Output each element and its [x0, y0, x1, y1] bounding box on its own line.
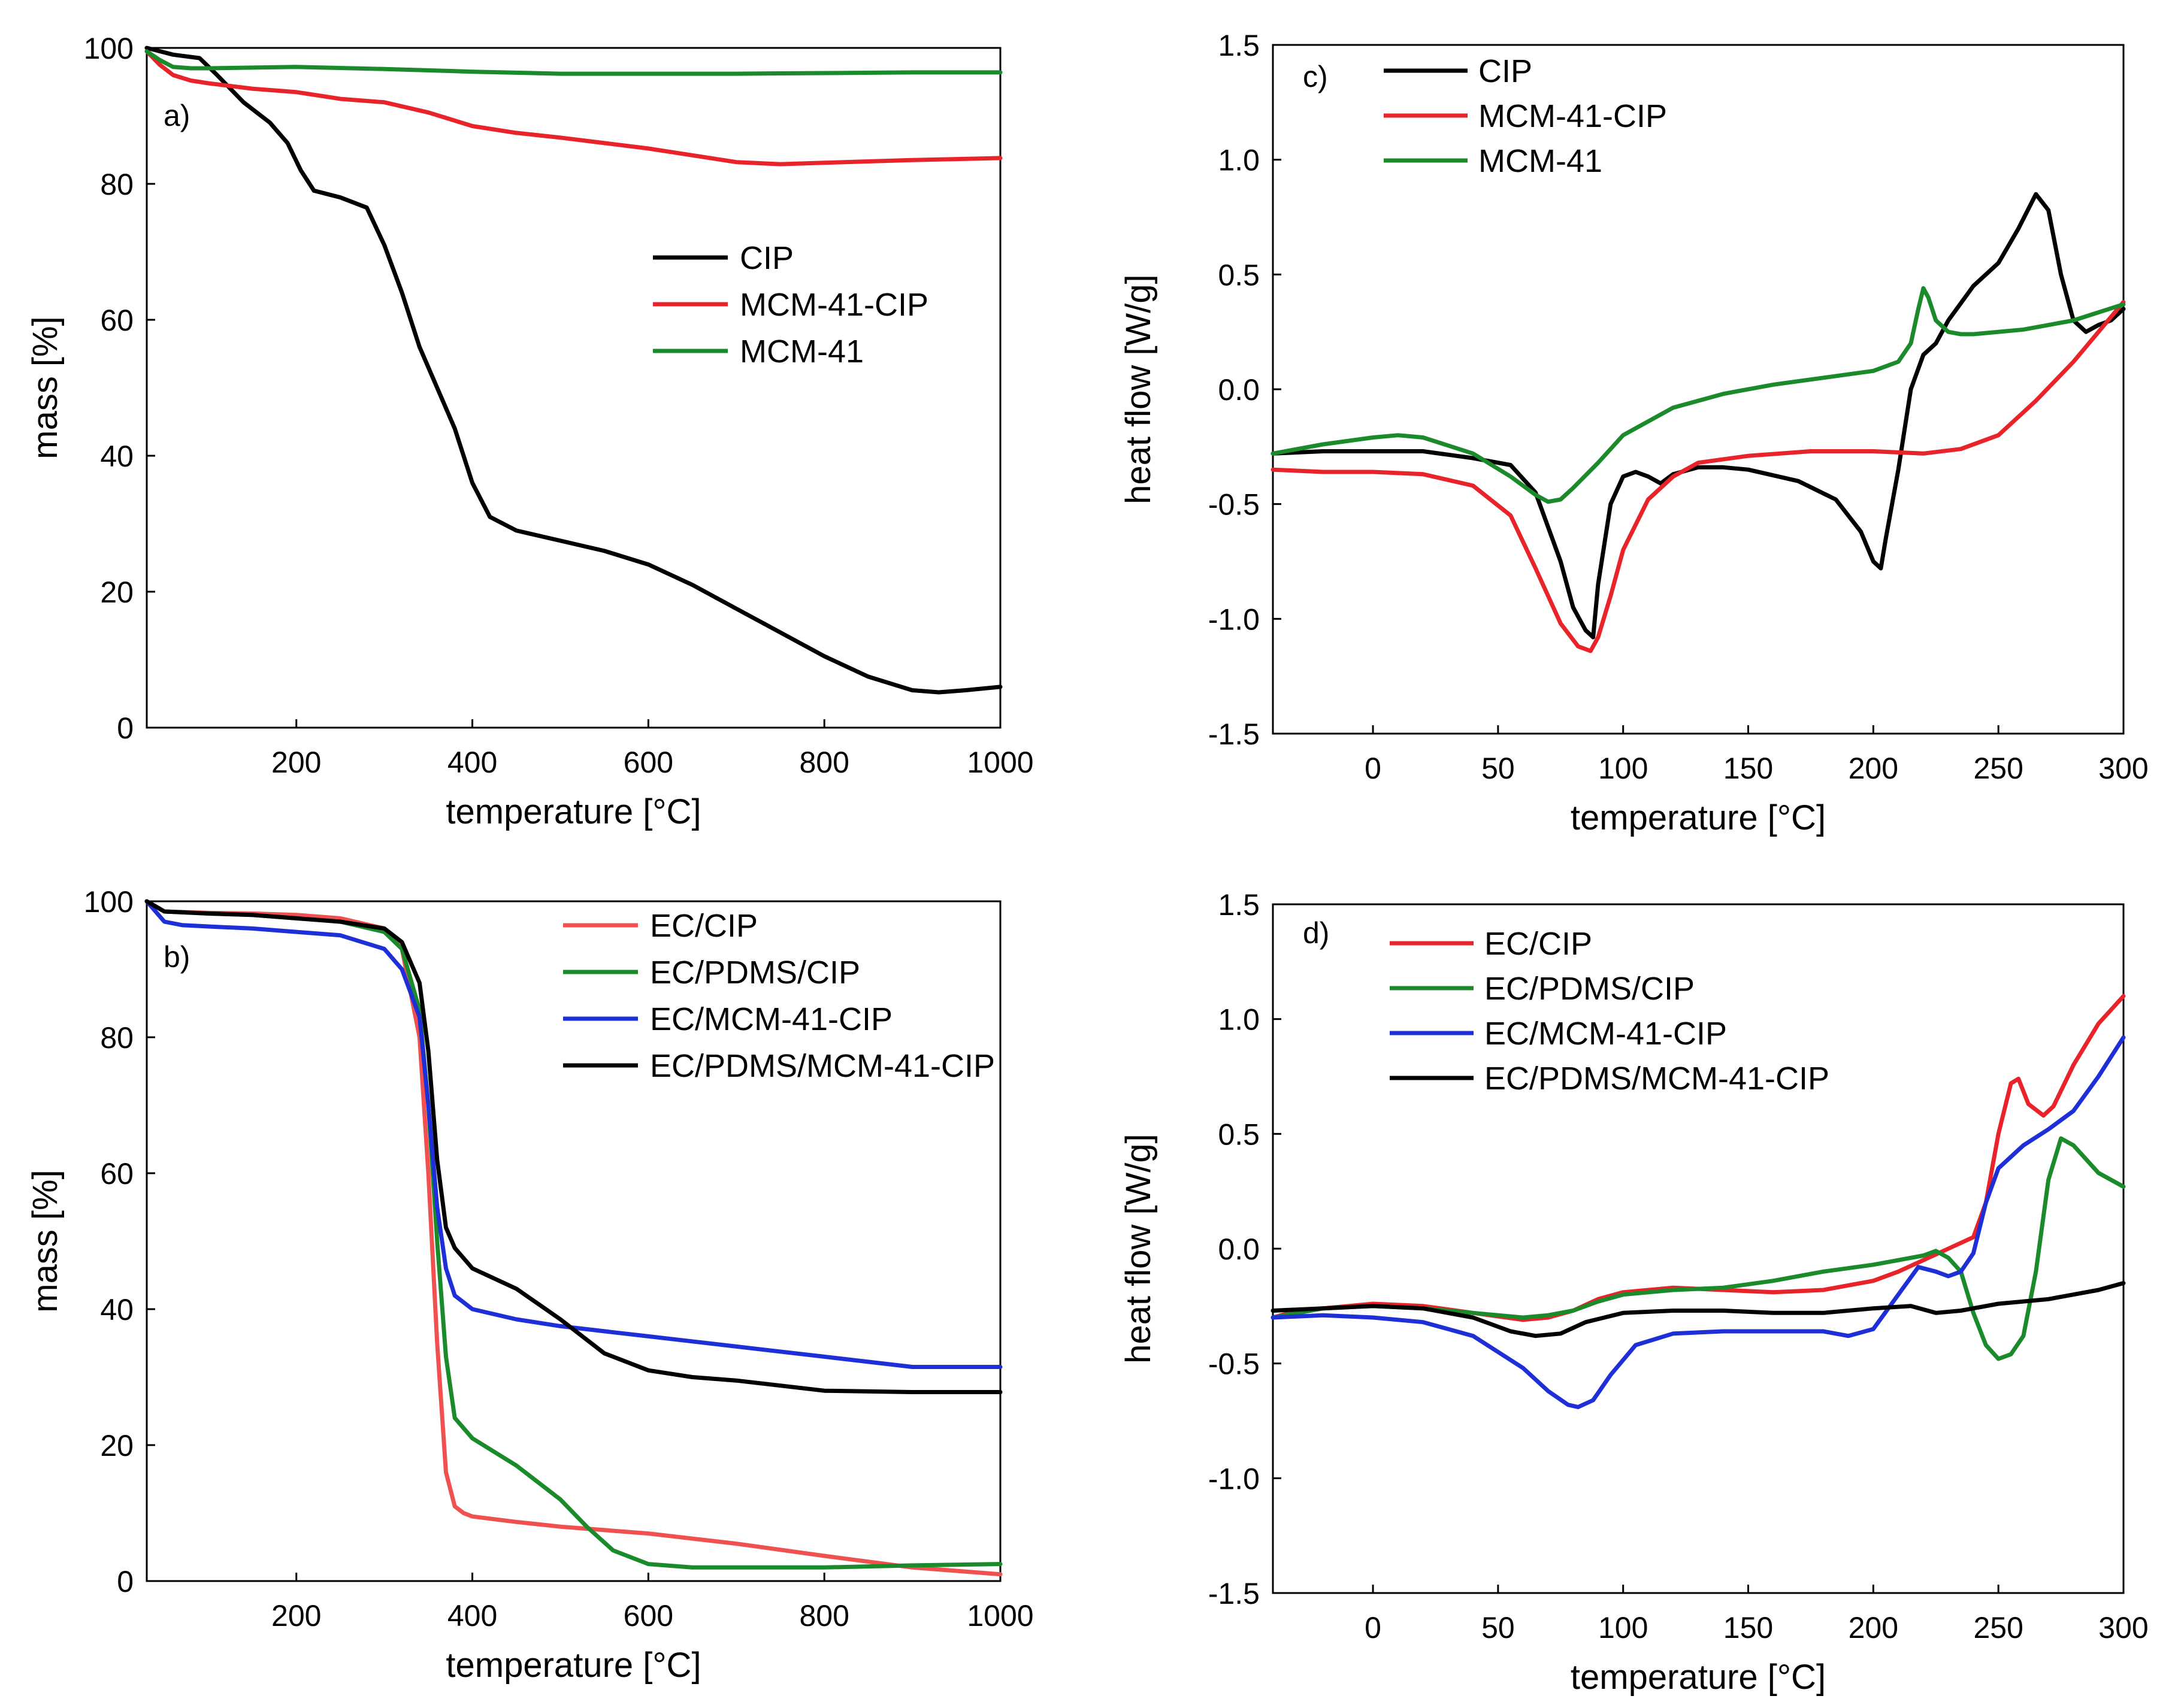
- y-tick-label: 100: [84, 885, 134, 919]
- legend-label: EC/CIP: [1484, 926, 1592, 962]
- x-tick-label: 200: [1849, 752, 1898, 785]
- x-tick-label: 0: [1365, 1611, 1381, 1645]
- x-axis-title: temperature [°C]: [446, 1646, 701, 1685]
- y-tick-label: 0.5: [1218, 258, 1260, 292]
- series-line-mcm-41: [144, 49, 1003, 76]
- y-tick-label: 80: [100, 1021, 134, 1055]
- legend-label: MCM-41-CIP: [740, 287, 928, 323]
- x-tick-label: 800: [799, 1599, 849, 1633]
- y-tick-label: 40: [100, 440, 134, 473]
- y-tick-label: 0.5: [1218, 1118, 1260, 1151]
- series-line-ec-pdms-mcm-41-cip: [1270, 1281, 2126, 1338]
- series-line-mcm-41-cip: [1270, 299, 2126, 653]
- panel-label: b): [164, 940, 190, 974]
- x-axis-title: temperature [°C]: [446, 792, 701, 831]
- x-tick-label: 150: [1723, 1611, 1773, 1645]
- y-tick-label: 60: [100, 304, 134, 337]
- y-tick-label: -1.0: [1208, 602, 1260, 636]
- legend-label: EC/CIP: [650, 908, 758, 944]
- y-tick-label: 40: [100, 1293, 134, 1327]
- series-line-ec-mcm-41-cip: [144, 899, 1003, 1369]
- x-tick-label: 150: [1723, 752, 1773, 785]
- y-tick-label: 1.0: [1218, 1003, 1260, 1037]
- series-line-cip: [144, 46, 1003, 695]
- legend-label: MCM-41: [740, 334, 864, 370]
- x-tick-label: 600: [624, 746, 673, 779]
- y-axis-title: mass [%]: [26, 316, 65, 459]
- x-tick-label: 300: [2098, 752, 2148, 785]
- series-line-ec-cip: [144, 899, 1003, 1577]
- y-tick-label: -0.5: [1208, 1347, 1260, 1381]
- y-tick-label: 80: [100, 168, 134, 201]
- x-tick-label: 50: [1481, 752, 1515, 785]
- y-tick-label: 1.5: [1218, 29, 1260, 62]
- legend-label: EC/PDMS/MCM-41-CIP: [1484, 1061, 1829, 1097]
- panel-label: a): [164, 99, 190, 132]
- x-tick-label: 1000: [967, 1599, 1033, 1633]
- x-tick-label: 300: [2098, 1611, 2148, 1645]
- y-axis-title: heat flow [W/g]: [1119, 274, 1158, 504]
- panel-b: 200 400 600 800 1000 0 20 40 60 80 100 temperature …: [26, 885, 1034, 1685]
- legend-label: CIP: [740, 240, 794, 276]
- x-tick-label: 200: [1849, 1611, 1898, 1645]
- y-tick-label: 20: [100, 576, 134, 609]
- legend-label: MCM-41: [1478, 143, 1602, 179]
- y-tick-label: 1.0: [1218, 144, 1260, 177]
- panel-d: 0 50 100 150 200 250 300 -1.5 -1.0 -0.5 0.0 0.5 1.0 1…: [1119, 888, 2149, 1697]
- y-axis-title: heat flow [W/g]: [1119, 1134, 1158, 1364]
- x-tick-label: 200: [271, 746, 321, 779]
- y-tick-label: 0: [117, 1565, 134, 1598]
- series-line-ec-pdms-mcm-41-cip: [144, 899, 1003, 1394]
- plot-frame-b: [146, 900, 1002, 1582]
- series-line-ec-mcm-41-cip: [1270, 1035, 2126, 1409]
- panel-c: 0 50 100 150 200 250 300 -1.5 -1.0 -0.5 0.0 0.5 1.0 1…: [1119, 29, 2149, 837]
- y-tick-label: 20: [100, 1429, 134, 1462]
- x-tick-label: 0: [1365, 752, 1381, 785]
- legend-label: CIP: [1478, 53, 1532, 89]
- y-tick-label: 100: [84, 32, 134, 65]
- y-tick-label: -0.5: [1208, 488, 1260, 522]
- y-tick-label: 0.0: [1218, 1232, 1260, 1266]
- legend-label: EC/PDMS/CIP: [1484, 971, 1695, 1007]
- x-tick-label: 1000: [967, 746, 1033, 779]
- plot-frame-a: [146, 47, 1002, 729]
- legend-label: EC/MCM-41-CIP: [1484, 1016, 1727, 1052]
- legend-label: EC/MCM-41-CIP: [650, 1001, 893, 1037]
- y-axis-title: mass [%]: [26, 1170, 65, 1313]
- x-tick-label: 200: [271, 1599, 321, 1633]
- x-tick-label: 600: [624, 1599, 673, 1633]
- y-tick-label: -1.5: [1208, 717, 1260, 751]
- x-tick-label: 100: [1598, 1611, 1648, 1645]
- series-line-cip: [1270, 192, 2126, 640]
- legend-label: MCM-41-CIP: [1478, 98, 1667, 134]
- x-axis-title: temperature [°C]: [1571, 798, 1826, 837]
- x-tick-label: 400: [447, 746, 497, 779]
- x-tick-label: 800: [799, 746, 849, 779]
- y-tick-label: -1.0: [1208, 1462, 1260, 1495]
- panel-a: 200 400 600 800 1000 0 20 40 60 80 100 temperature …: [26, 32, 1034, 831]
- series-line-mcm-41: [1270, 286, 2126, 504]
- panel-label: c): [1303, 60, 1328, 93]
- x-tick-label: 400: [447, 1599, 497, 1633]
- y-tick-label: 0: [117, 711, 134, 745]
- y-tick-label: 1.5: [1218, 888, 1260, 922]
- x-axis-title: temperature [°C]: [1571, 1658, 1826, 1697]
- y-tick-label: 60: [100, 1157, 134, 1191]
- x-tick-label: 100: [1598, 752, 1648, 785]
- x-tick-label: 250: [1973, 752, 2023, 785]
- y-tick-label: 0.0: [1218, 373, 1260, 407]
- x-tick-label: 250: [1973, 1611, 2023, 1645]
- series-line-mcm-41-cip: [144, 49, 1003, 166]
- legend-label: EC/PDMS/CIP: [650, 955, 860, 991]
- panel-label: d): [1303, 916, 1329, 950]
- legend-label: EC/PDMS/MCM-41-CIP: [650, 1048, 995, 1084]
- y-tick-label: -1.5: [1208, 1577, 1260, 1610]
- x-tick-label: 50: [1481, 1611, 1515, 1645]
- series-line-ec-pdms-cip: [1270, 1136, 2126, 1361]
